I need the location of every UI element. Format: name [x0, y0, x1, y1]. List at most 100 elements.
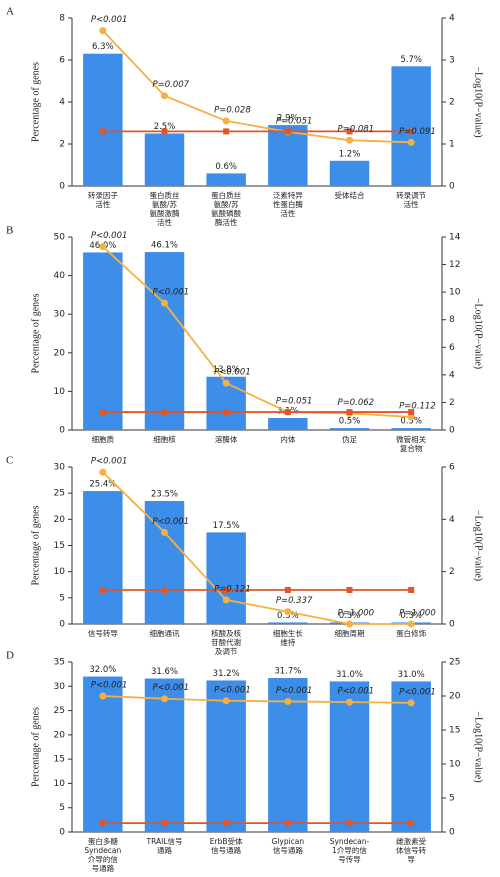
- bar: [206, 680, 246, 832]
- y2-tick-label: 0: [449, 182, 455, 192]
- x-tick-label: 蛋白质丝: [211, 190, 241, 200]
- bar: [83, 676, 123, 832]
- value-label: 0.3%: [277, 611, 299, 621]
- x-tick-label: 及调节: [215, 647, 238, 656]
- y-axis-label: Percentage of genes: [30, 62, 41, 142]
- bar: [83, 491, 123, 624]
- marker: [222, 697, 230, 705]
- value-label: 46.1%: [151, 241, 178, 251]
- p-value-label: P<0.001: [153, 288, 190, 298]
- marker: [99, 586, 106, 593]
- y-tick-label: 0: [59, 828, 65, 838]
- y2-tick-label: 25: [449, 658, 460, 668]
- x-tick-label: 苷酸代谢: [211, 637, 241, 647]
- y-tick-label: 10: [54, 779, 66, 789]
- x-tick-label: 细胞生长: [273, 628, 303, 638]
- x-tick-label: 体信号转: [396, 845, 426, 855]
- p-value-label: P=0.091: [399, 127, 436, 137]
- bar: [144, 133, 185, 186]
- bar: [206, 532, 246, 624]
- y2-tick-label: 2: [449, 398, 455, 408]
- x-tick-label: 活性: [280, 208, 295, 218]
- x-tick-label: ErbB受体: [210, 836, 243, 846]
- x-tick-label: TRAIL信号: [145, 836, 182, 846]
- y2-tick-label: 3: [449, 56, 455, 66]
- marker: [223, 820, 230, 827]
- marker: [284, 820, 291, 827]
- marker: [346, 128, 353, 135]
- marker: [99, 27, 107, 35]
- marker: [408, 409, 415, 416]
- x-tick-label: 信号通路: [211, 845, 241, 855]
- x-tick-label: 受体结合: [335, 190, 365, 200]
- x-tick-label: 雌激素受: [396, 836, 426, 846]
- value-label: 5.7%: [400, 55, 422, 65]
- y2-tick-label: 5: [449, 794, 455, 804]
- p-value-label: P<0.001: [338, 687, 375, 697]
- bar: [144, 252, 185, 430]
- x-tick-label: 细胞周期: [335, 628, 365, 638]
- marker: [99, 409, 106, 416]
- bar: [268, 418, 308, 430]
- value-label: 0.6%: [215, 162, 237, 172]
- bar: [83, 53, 123, 187]
- marker: [346, 698, 353, 706]
- y2-tick-label: 0: [449, 828, 455, 838]
- bar: [329, 428, 370, 430]
- marker: [407, 699, 415, 707]
- x-tick-label: 性蛋白酶: [273, 199, 303, 209]
- y2-tick-label: 4: [449, 14, 455, 24]
- bar: [83, 252, 123, 430]
- bar: [329, 160, 370, 186]
- value-label: 2.5%: [154, 122, 176, 132]
- y-tick-label: 30: [54, 463, 66, 473]
- marker: [161, 528, 168, 536]
- p-value-label: P=0.112: [399, 401, 436, 411]
- bar: [144, 678, 185, 832]
- y-axis-label: Percentage of genes: [30, 505, 41, 585]
- x-tick-label: 泛素特异: [273, 190, 303, 200]
- y2-tick-label: 2: [449, 98, 455, 108]
- x-tick-label: 信号通路: [273, 845, 303, 855]
- x-tick-label: 微管相关: [396, 434, 426, 444]
- p-value-label: P=1.000: [338, 609, 375, 619]
- marker: [223, 409, 230, 416]
- p-value-label: P<0.001: [276, 686, 313, 696]
- p-value-label: P=0.337: [276, 596, 313, 606]
- marker: [99, 468, 107, 476]
- y2-tick-label: 6: [449, 463, 455, 473]
- line: [102, 471, 412, 625]
- y-tick-label: 0: [59, 182, 65, 192]
- y-tick-label: 10: [54, 387, 66, 397]
- marker: [222, 117, 230, 125]
- marker: [161, 586, 168, 593]
- y2-tick-label: 12: [449, 260, 460, 270]
- p-value-label: P<0.001: [91, 231, 128, 241]
- marker: [284, 608, 292, 616]
- y-axis-label: Percentage of genes: [30, 707, 41, 787]
- value-label: 1.2%: [339, 149, 361, 159]
- marker: [284, 697, 292, 705]
- y2-tick-label: 4: [449, 515, 455, 525]
- x-tick-label: 信号转导: [88, 628, 118, 638]
- x-tick-label: 维持: [280, 637, 295, 647]
- x-tick-label: 转录因子: [88, 190, 118, 200]
- y2-tick-label: 4: [449, 370, 455, 380]
- y2-tick-label: 8: [449, 315, 455, 325]
- x-tick-label: 介导的信: [88, 854, 118, 864]
- y-tick-label: 5: [59, 803, 65, 813]
- marker: [346, 586, 353, 593]
- y-tick-label: 20: [54, 730, 66, 740]
- marker: [99, 820, 106, 827]
- marker: [346, 136, 353, 144]
- x-tick-label: Syndecan: [84, 846, 121, 855]
- value-label: 0.5%: [400, 417, 422, 427]
- p-value-label: P=0.062: [338, 398, 375, 408]
- marker: [161, 820, 168, 827]
- x-tick-label: 细胞核: [153, 434, 176, 444]
- value-label: 23.5%: [151, 490, 178, 500]
- y-tick-label: 30: [54, 310, 66, 320]
- marker: [223, 128, 230, 135]
- value-label: 0.3%: [339, 611, 361, 621]
- p-value-label: P<0.001: [91, 457, 128, 467]
